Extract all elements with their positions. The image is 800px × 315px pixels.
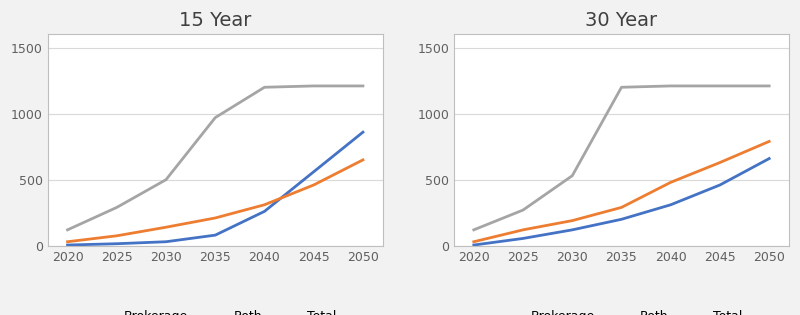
Roth (715, 161, 725, 164)
Brokerage (715, 183, 725, 187)
Line: Total: Total (474, 86, 769, 230)
Total (62, 228, 72, 232)
Line: Brokerage: Brokerage (474, 158, 769, 245)
Total (764, 84, 774, 88)
Brokerage (358, 130, 368, 134)
Roth (260, 203, 270, 207)
Total (260, 85, 270, 89)
Brokerage (469, 243, 478, 247)
Roth (358, 158, 368, 162)
Brokerage (617, 217, 626, 221)
Brokerage (112, 242, 122, 246)
Roth (469, 240, 478, 243)
Total (469, 228, 478, 232)
Roth (764, 140, 774, 143)
Line: Total: Total (67, 86, 363, 230)
Brokerage (518, 237, 528, 240)
Brokerage (260, 209, 270, 213)
Line: Brokerage: Brokerage (67, 132, 363, 245)
Title: 15 Year: 15 Year (179, 11, 251, 30)
Legend: Brokerage, Roth, Total: Brokerage, Roth, Total (89, 305, 342, 315)
Roth (62, 240, 72, 243)
Roth (162, 225, 171, 229)
Total (358, 84, 368, 88)
Total (309, 84, 318, 88)
Roth (617, 205, 626, 209)
Roth (309, 183, 318, 187)
Brokerage (162, 240, 171, 243)
Total (210, 116, 220, 119)
Roth (210, 216, 220, 220)
Legend: Brokerage, Roth, Total: Brokerage, Roth, Total (495, 305, 748, 315)
Brokerage (210, 233, 220, 237)
Total (715, 84, 725, 88)
Brokerage (62, 243, 72, 247)
Total (666, 84, 675, 88)
Roth (518, 228, 528, 232)
Line: Roth: Roth (474, 141, 769, 242)
Total (162, 178, 171, 181)
Brokerage (666, 203, 675, 207)
Total (112, 205, 122, 209)
Roth (112, 234, 122, 238)
Title: 30 Year: 30 Year (586, 11, 658, 30)
Total (617, 85, 626, 89)
Brokerage (309, 170, 318, 174)
Total (518, 208, 528, 212)
Line: Roth: Roth (67, 160, 363, 242)
Roth (567, 219, 577, 222)
Roth (666, 180, 675, 184)
Total (567, 174, 577, 178)
Brokerage (567, 228, 577, 232)
Brokerage (764, 157, 774, 160)
